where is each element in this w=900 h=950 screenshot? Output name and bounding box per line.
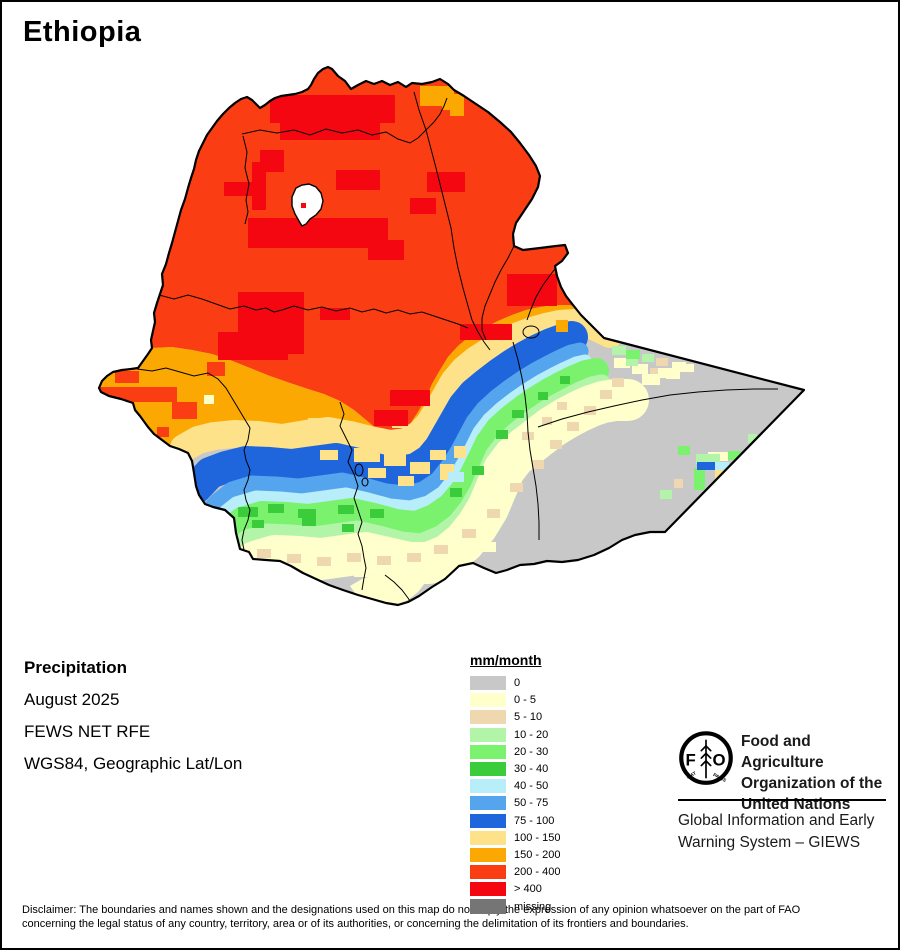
legend-row: 0 - 5	[470, 693, 560, 708]
disclaimer-line1: Disclaimer: The boundaries and names sho…	[22, 904, 801, 916]
ethiopia-precipitation-map	[97, 65, 806, 607]
legend-missing-label: missing	[514, 900, 552, 913]
legend-label: 0	[514, 677, 521, 689]
fao-logo-icon: F O FIAT PANIS	[679, 731, 733, 785]
legend-swatch	[470, 727, 506, 742]
legend-swatch	[470, 761, 506, 776]
legend-swatch	[470, 882, 506, 897]
legend-swatch	[470, 744, 506, 759]
fao-name: Food and Agriculture Organization of the…	[741, 731, 888, 815]
legend-row: 50 - 75	[470, 796, 560, 811]
legend-label: 40 - 50	[514, 780, 549, 793]
legend-label: 150 - 200	[514, 848, 561, 861]
legend-label: 20 - 30	[514, 745, 549, 758]
svg-text:O: O	[713, 751, 726, 770]
fao-name-line2: Organization of the	[741, 775, 883, 792]
legend-row: 150 - 200	[470, 847, 561, 862]
legend-label: 30 - 40	[514, 762, 549, 775]
legend-swatch	[470, 865, 506, 880]
legend-items: 0 0 - 5 5 - 10 10 - 20 20 - 30 30 - 40 40 - 50…	[470, 676, 561, 897]
map-info-block: Precipitation August 2025 FEWS NET RFE W…	[24, 652, 242, 780]
legend-missing-row: missing	[470, 899, 551, 914]
legend-row: > 400	[470, 882, 560, 897]
legend-swatch	[470, 796, 506, 811]
disclaimer-line2: concerning the legal status of any count…	[22, 917, 689, 930]
legend-label: 10 - 20	[514, 728, 549, 741]
legend-row: 100 - 150	[470, 830, 561, 845]
legend-swatch	[470, 693, 506, 708]
legend-row: 75 - 100	[470, 813, 560, 828]
legend-swatch	[470, 779, 506, 794]
disclaimer: Disclaimer: The boundaries and names sho…	[22, 904, 884, 931]
info-variable: Precipitation	[24, 658, 127, 677]
map-title: Ethiopia	[23, 16, 142, 48]
info-projection: WGS84, Geographic Lat/Lon	[24, 754, 243, 773]
legend-label: > 400	[514, 883, 542, 896]
legend-row: 5 - 10	[470, 710, 560, 725]
giews-line1: Global Information and Early	[678, 812, 875, 829]
fao-motto-left: FIAT	[686, 770, 697, 779]
legend-label: 75 - 100	[514, 814, 555, 827]
giews-name: Global Information and Early Warning Sys…	[678, 810, 874, 854]
legend-row: 40 - 50	[470, 779, 560, 794]
svg-text:F: F	[685, 751, 695, 770]
legend-label: 200 - 400	[514, 866, 561, 879]
legend-title: mm/month	[470, 652, 542, 668]
legend-label: 0 - 5	[514, 694, 537, 707]
fao-name-line1: Food and Agriculture	[741, 733, 824, 771]
legend-row: 20 - 30	[470, 744, 560, 759]
info-period: August 2025	[24, 690, 120, 709]
legend-swatch	[470, 830, 506, 845]
legend-row: 30 - 40	[470, 761, 560, 776]
legend-swatch	[470, 676, 506, 690]
giews-line2: Warning System – GIEWS	[678, 834, 861, 851]
legend-swatch	[470, 710, 506, 725]
legend: mm/month 0 0 - 5 5 - 10 10 - 20 20 - 30 30 - …	[470, 652, 560, 899]
legend-label: 5 - 10	[514, 711, 543, 724]
legend-swatch	[470, 847, 506, 862]
legend-label: 50 - 75	[514, 797, 549, 810]
fao-divider	[678, 799, 886, 801]
legend-label: 100 - 150	[514, 831, 561, 844]
legend-row: 0	[470, 676, 560, 690]
legend-row: 10 - 20	[470, 727, 560, 742]
legend-row: 200 - 400	[470, 865, 561, 880]
fao-motto-right: PANIS	[712, 772, 727, 783]
legend-swatch	[470, 813, 506, 828]
info-source: FEWS NET RFE	[24, 722, 151, 741]
legend-missing-swatch	[470, 899, 506, 914]
